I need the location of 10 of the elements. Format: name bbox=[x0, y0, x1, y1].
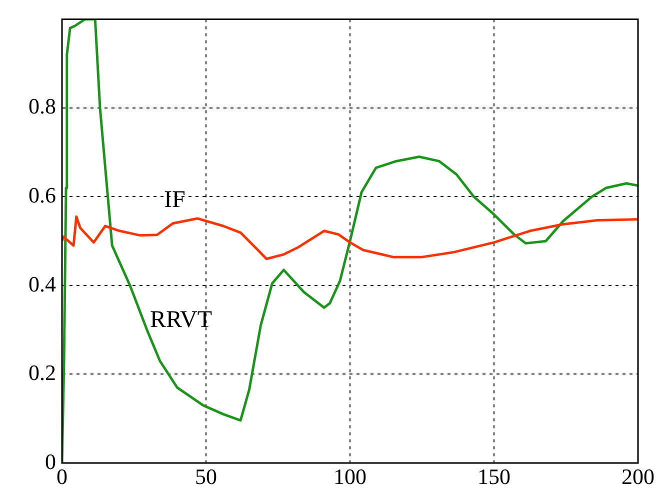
y-tick-label: 0.4 bbox=[28, 271, 56, 296]
x-tick-label: 50 bbox=[195, 464, 217, 489]
y-tick-label: 0.8 bbox=[28, 94, 56, 119]
series-label: RRVT bbox=[150, 306, 212, 333]
y-tick-label: 0.2 bbox=[28, 360, 56, 386]
y-tick-label: 0.6 bbox=[28, 182, 56, 208]
x-tick-label: 100 bbox=[334, 464, 366, 489]
series-label: IF bbox=[164, 186, 186, 213]
x-tick-label: 200 bbox=[622, 464, 654, 489]
x-tick-label: 150 bbox=[478, 464, 510, 489]
